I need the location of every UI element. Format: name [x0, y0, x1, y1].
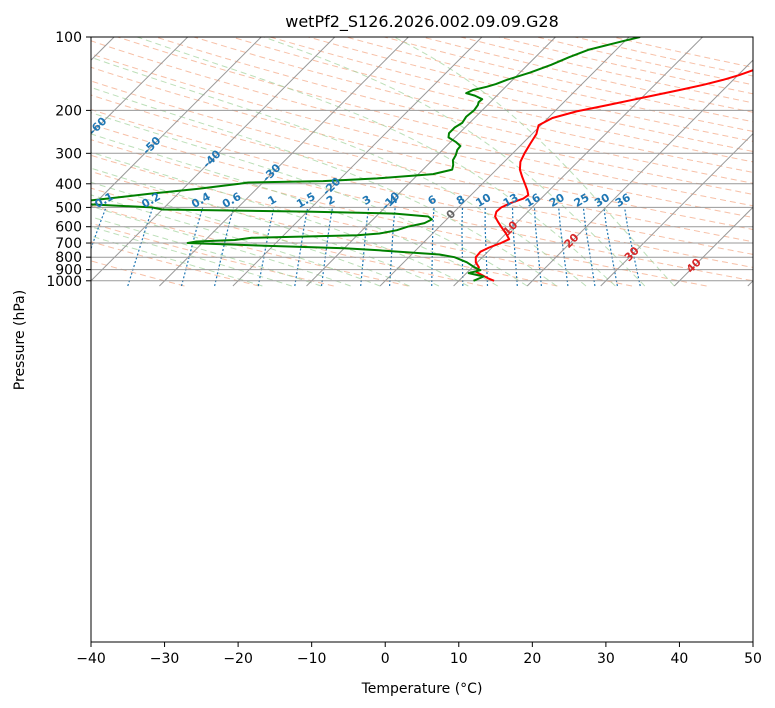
x-tick-label: −10	[297, 651, 327, 667]
mixing-ratio-line	[484, 207, 489, 287]
isotherm-line	[526, 59, 753, 287]
x-axis-ticks: −40 −30 −20 −10 0 10 20 30 40 50	[76, 642, 762, 667]
background-lines	[91, 37, 753, 287]
dry-adiabat-line	[384, 37, 753, 123]
moist-adiabat-line	[393, 37, 675, 287]
moist-adiabat-line	[263, 37, 646, 287]
dry-adiabat-line	[91, 170, 558, 287]
dewpoint-line	[91, 37, 641, 282]
dry-adiabat-line	[574, 37, 753, 77]
y-tick-label: 200	[55, 103, 82, 119]
y-tick-label: 600	[55, 220, 82, 236]
moist-adiabat-line	[91, 86, 557, 287]
x-tick-label: −40	[76, 651, 106, 667]
mixing-ratio-line	[431, 207, 435, 287]
dry-adiabat-line	[231, 37, 753, 163]
dry-adiabat-line	[91, 109, 753, 268]
plot-frame	[90, 36, 754, 643]
data-series	[91, 37, 753, 282]
isotherm-label: -70	[33, 94, 56, 117]
x-axis-label: Temperature (°C)	[361, 681, 483, 697]
moist-adiabat-line	[91, 216, 322, 287]
dry-adiabat-line	[91, 53, 753, 218]
y-axis-label: Pressure (hPa)	[12, 290, 28, 390]
dry-adiabat-line	[460, 37, 753, 104]
y-tick-label: 800	[55, 250, 82, 266]
y-tick-label: 400	[55, 177, 82, 193]
isotherm-line	[159, 37, 409, 287]
mixing-ratio-label: 1	[266, 193, 279, 208]
isotherm-line	[673, 206, 753, 287]
dry-adiabat-line	[346, 37, 753, 132]
mixing-ratio-line	[91, 207, 107, 251]
dry-adiabat-line	[91, 66, 753, 230]
x-tick-label: 10	[450, 651, 468, 667]
x-tick-label: −20	[223, 651, 253, 667]
isotherm-line	[379, 37, 630, 287]
isotherm-line	[453, 37, 703, 287]
moist-adiabat-line	[137, 37, 616, 287]
x-tick-label: 30	[597, 651, 615, 667]
moist-adiabat-line	[91, 56, 587, 287]
temperature-line	[474, 69, 753, 282]
isotherm-line	[91, 37, 336, 282]
isotherm-line	[0, 37, 41, 286]
dry-adiabat-line	[193, 37, 753, 173]
moist-adiabat-line	[91, 226, 292, 287]
dry-adiabat-line	[91, 187, 483, 287]
isotherm-line	[600, 132, 753, 287]
y-tick-label: 900	[55, 263, 82, 279]
dry-adiabat-line	[612, 37, 753, 68]
dry-adiabat-line	[117, 37, 753, 195]
mixing-ratio-line	[127, 207, 154, 287]
dry-adiabat-line	[91, 123, 753, 282]
isotherm-line	[91, 37, 189, 135]
y-tick-label: 700	[55, 236, 82, 252]
chart-title: wetPf2_S126.2026.002.09.09.G28	[285, 12, 559, 32]
mixing-ratio-line	[511, 207, 518, 287]
isotherm-label: -80	[0, 73, 4, 96]
mixing-ratio-line	[461, 207, 464, 287]
moist-adiabat-line	[91, 235, 263, 287]
y-tick-label: 1000	[46, 274, 82, 290]
x-tick-label: 40	[671, 651, 689, 667]
x-tick-label: 0	[381, 651, 390, 667]
y-tick-label: 500	[55, 200, 82, 216]
mixing-ratio-line	[360, 207, 370, 287]
x-tick-label: −30	[150, 651, 180, 667]
moist-adiabat-line	[91, 194, 381, 287]
dry-adiabat-line	[91, 154, 633, 287]
mixing-ratio-line	[320, 207, 334, 287]
mixing-ratio-line	[582, 207, 596, 287]
mixing-ratio-line	[533, 207, 542, 287]
dry-adiabat-line	[308, 37, 753, 142]
x-tick-label: 50	[744, 651, 762, 667]
mixing-ratio-label: 6	[426, 193, 439, 208]
moist-adiabat-line	[91, 205, 351, 287]
dry-adiabat-line	[91, 260, 185, 287]
dry-adiabat-line	[269, 37, 753, 152]
dry-adiabat-line	[91, 241, 260, 287]
x-tick-label: 20	[523, 651, 541, 667]
mixing-ratio-line	[558, 207, 569, 287]
moist-adiabat-line	[91, 181, 410, 287]
mixing-ratio-line	[180, 207, 204, 287]
y-tick-label: 100	[55, 30, 82, 46]
y-tick-label: 300	[55, 146, 82, 162]
isotherm-line	[91, 37, 262, 208]
isotherm-line	[232, 37, 483, 287]
